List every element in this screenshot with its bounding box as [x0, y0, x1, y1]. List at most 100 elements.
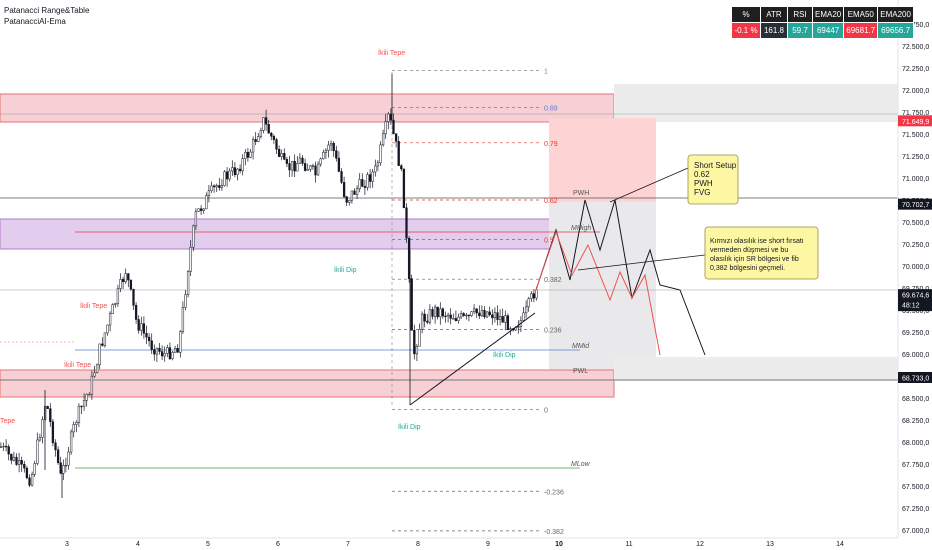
candle-body: [192, 225, 195, 248]
level-label: MHigh: [571, 225, 591, 232]
candle-body: [134, 305, 138, 320]
candle-body: [290, 160, 294, 171]
candle-body: [69, 431, 73, 453]
candle-body: [103, 332, 107, 346]
supply-zone: [0, 93, 615, 123]
candle-body: [309, 165, 312, 170]
candle-body: [28, 477, 31, 486]
candle-body: [231, 167, 234, 172]
candle-body: [51, 421, 55, 444]
candle-body: [418, 329, 421, 347]
candle-body: [145, 333, 148, 338]
candle-body: [283, 153, 286, 160]
candle-body: [272, 136, 276, 140]
candle-body: [480, 310, 484, 317]
date-tick-label: 9: [486, 541, 490, 548]
candle-body: [225, 171, 229, 180]
candle-body: [374, 165, 377, 173]
price-tick-label: 72.000,0: [902, 88, 929, 95]
candle-body: [322, 152, 325, 160]
candle-body: [394, 133, 398, 142]
candle-body: [106, 324, 109, 334]
note-box-alt: [704, 226, 819, 280]
price-tick-label: 69.000,0: [902, 352, 929, 359]
candle-body: [166, 347, 169, 354]
price-badge: [898, 371, 932, 383]
candle-body: [199, 208, 203, 211]
candle-body: [270, 132, 273, 137]
candle-body: [98, 343, 101, 366]
candle-body: [275, 139, 278, 150]
candle-body: [371, 171, 374, 182]
stats-header: %: [731, 6, 761, 23]
price-tick-label: 68.000,0: [902, 440, 929, 447]
date-tick-label: 14: [836, 541, 844, 548]
date-tick-label: 12: [696, 541, 704, 548]
level-label: PWH: [573, 190, 589, 197]
candle-body: [142, 323, 146, 334]
price-tick-label: 71.000,0: [902, 176, 929, 183]
price-tick-label: 71.250,0: [902, 154, 929, 161]
price-tick-label: 72.750,0: [902, 22, 929, 29]
candle-body: [85, 394, 88, 401]
candle-body: [132, 288, 135, 306]
candle-body: [173, 348, 177, 353]
price-badge-label: 71.649,9: [902, 119, 929, 126]
price-tick-label: 67.750,0: [902, 462, 929, 469]
zones-layer: [0, 84, 898, 398]
stats-header: EMA20: [811, 6, 845, 23]
fib-label: 1: [544, 69, 548, 76]
note-text: FVG: [694, 188, 710, 197]
candle-body: [376, 162, 380, 167]
price-tick-label: 70.000,0: [902, 264, 929, 271]
candle-body: [64, 464, 68, 467]
candle-body: [506, 315, 510, 331]
fib-label: 0.89: [544, 106, 558, 113]
price-tick-label: 67.000,0: [902, 528, 929, 535]
date-tick-label: 4: [136, 541, 140, 548]
candle-body: [467, 314, 471, 317]
candle-body: [59, 462, 62, 474]
stats-table: % ATR RSI EMA20 EMA50 EMA200 -0.1 % 161.…: [731, 6, 914, 39]
risk-box: [549, 118, 656, 202]
level-label: MLow: [571, 461, 591, 468]
candle-body: [119, 279, 122, 289]
candle-body: [257, 136, 260, 142]
pattern-label: Tepe: [0, 418, 15, 425]
note-text: Short Setup: [694, 161, 737, 170]
candle-body: [329, 142, 333, 146]
price-tick-label: 71.750,0: [902, 110, 929, 117]
pattern-label: İkili Dip: [493, 350, 516, 359]
projection-red: [535, 230, 661, 356]
candle-body: [342, 182, 346, 197]
candle-body: [517, 326, 520, 328]
candle-body: [12, 456, 16, 461]
candle-body: [77, 405, 81, 423]
candle-body: [405, 207, 408, 239]
candle-body: [504, 315, 507, 323]
time-axis[interactable]: 3 4 5 6 7 8 9 10 11 12 13 14: [0, 537, 898, 548]
candle-body: [176, 348, 179, 353]
candle-body: [38, 437, 42, 441]
candle-body: [249, 151, 252, 158]
candle-body: [454, 318, 458, 321]
indicator-title-range[interactable]: Patanacci Range&Table: [4, 6, 90, 15]
candle-body: [160, 351, 164, 357]
date-tick-label: 7: [346, 541, 350, 548]
candle-body: [228, 170, 231, 180]
candle-body: [155, 347, 159, 355]
candle-body: [241, 158, 244, 172]
indicator-title-ema[interactable]: PatanacciAI-Ema: [4, 17, 66, 26]
stats-header: EMA50: [843, 6, 879, 23]
price-axis[interactable]: 67.000,0 67.250,0 67.500,0 67.750,0 68.000,0…: [897, 0, 932, 550]
candle-body: [449, 314, 452, 319]
pattern-label: İkili Tepe: [378, 48, 405, 57]
callout-pointer: [609, 167, 689, 203]
candle-body: [218, 185, 221, 188]
candle-body: [75, 422, 78, 425]
candle-body: [2, 445, 5, 448]
candle-body: [116, 288, 120, 304]
price-badge-label: 70.702,7: [902, 202, 929, 209]
candle-body: [277, 149, 281, 157]
